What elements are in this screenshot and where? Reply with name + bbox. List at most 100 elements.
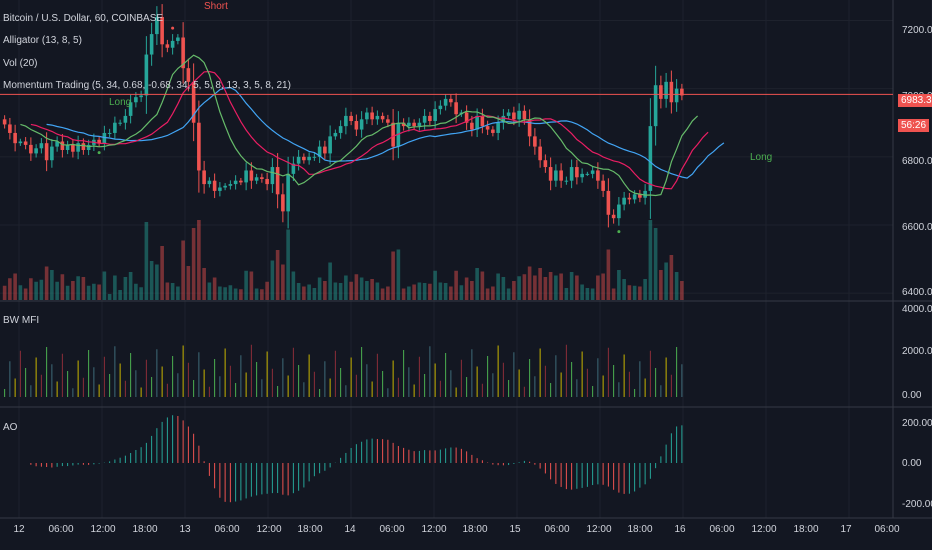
candle-body: [149, 34, 154, 55]
volume-bar: [375, 282, 380, 300]
mfi-label: 4000.00: [902, 304, 932, 315]
candle-body: [302, 156, 306, 161]
candle-body: [559, 170, 563, 181]
volume-bar: [585, 288, 590, 300]
candle-body: [338, 126, 343, 133]
candle-body: [265, 178, 269, 185]
candle-body: [181, 37, 185, 69]
candle-body: [60, 141, 65, 150]
candle-body: [359, 119, 364, 130]
volume-bar: [160, 246, 164, 300]
candle-body: [375, 115, 380, 120]
volume-bar: [249, 271, 254, 300]
volume-bar: [590, 288, 595, 300]
volume-bar: [165, 282, 170, 300]
candle-body: [233, 180, 238, 185]
mfi-title[interactable]: BW MFI: [3, 315, 40, 326]
candle-body: [575, 167, 579, 178]
volume-bar: [344, 275, 348, 300]
volume-bar: [50, 270, 54, 300]
volume-bar: [475, 268, 479, 300]
time-label: 06:00: [379, 524, 405, 535]
volume-bar: [611, 288, 616, 300]
volume-bar: [386, 286, 390, 300]
candle-body: [134, 97, 138, 103]
candle-body: [123, 115, 128, 123]
volume-bar: [228, 285, 233, 300]
candle-body: [365, 112, 369, 120]
candle-body: [270, 167, 275, 185]
volume-bar: [97, 284, 101, 300]
volume-bar: [134, 283, 138, 300]
momentum-legend[interactable]: Momentum Trading (5, 34, 0.68, -0.68, 34…: [3, 80, 291, 91]
time-label: 18:00: [297, 524, 323, 535]
volume-bar: [23, 288, 28, 300]
volume-bar: [29, 278, 33, 300]
candle-body: [506, 112, 511, 116]
candle-body: [622, 197, 626, 205]
volume-bar: [506, 288, 511, 300]
candle-body: [438, 105, 443, 110]
volume-bar: [638, 286, 642, 300]
candle-body: [317, 146, 322, 157]
bar-countdown: 56:26: [898, 119, 930, 132]
volume-bar: [606, 249, 611, 300]
candle-body: [312, 156, 317, 158]
candle-body: [428, 115, 432, 122]
candle-body: [281, 194, 285, 212]
volume-bar: [391, 251, 395, 300]
volume-bar: [323, 281, 327, 300]
volume-bar: [648, 220, 653, 300]
candle-body: [391, 122, 395, 147]
candle-body: [491, 129, 495, 133]
candle-body: [548, 167, 553, 181]
candle-body: [664, 81, 668, 99]
candle-body: [296, 156, 301, 164]
volume-bar: [522, 274, 527, 300]
alligator-legend[interactable]: Alligator (13, 8, 5): [3, 35, 82, 46]
candle-body: [186, 68, 191, 82]
volume-bar: [286, 229, 290, 300]
ao-label: 200.00: [902, 418, 932, 429]
volume-bar: [543, 277, 548, 300]
ao-label: -200.00: [902, 499, 932, 510]
candle-body: [590, 170, 595, 174]
ao-title[interactable]: AO: [3, 422, 18, 433]
long-signal-label: Long: [750, 152, 773, 163]
candle-body: [585, 173, 590, 175]
time-label: 12:00: [256, 524, 282, 535]
candle-body: [611, 214, 616, 219]
time-label: 06:00: [709, 524, 735, 535]
candle-body: [39, 143, 44, 149]
candle-body: [155, 17, 159, 35]
alligator-jaw-line: [46, 86, 725, 179]
volume-bar: [380, 288, 385, 300]
volume-bar: [181, 240, 185, 300]
candle-body: [643, 190, 647, 198]
volume-bar: [13, 273, 17, 300]
volume-legend[interactable]: Vol (20): [3, 58, 38, 69]
volume-bar: [627, 285, 632, 300]
volume-bar: [548, 272, 553, 300]
candle-body: [13, 132, 17, 144]
candle-body: [496, 122, 500, 133]
time-label: 18:00: [462, 524, 488, 535]
candle-body: [197, 122, 201, 171]
candle-body: [71, 144, 75, 152]
candle-body: [328, 136, 332, 154]
candle-body: [212, 180, 217, 191]
volume-bar: [659, 270, 663, 300]
candle-body: [606, 190, 611, 215]
candle-body: [86, 144, 91, 150]
time-label: 17: [840, 524, 852, 535]
volume-bar: [575, 275, 579, 300]
volume-bar: [8, 278, 12, 300]
candle-body: [139, 95, 143, 98]
candle-body: [443, 98, 448, 106]
volume-bar: [123, 277, 128, 300]
candle-body: [433, 109, 437, 122]
mfi-label: 2000.00: [902, 346, 932, 357]
candle-body: [286, 173, 290, 212]
volume-bar: [302, 286, 306, 300]
